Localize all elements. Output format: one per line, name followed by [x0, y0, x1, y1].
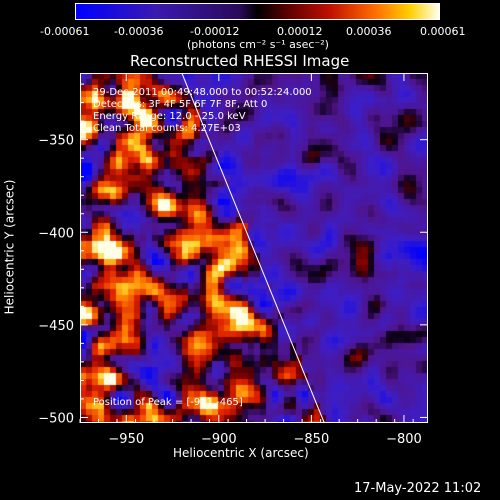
y-axis-label: Heliocentric Y (arcsec) — [2, 179, 17, 315]
annotation-peak: Position of Peak = [-921,-465] — [93, 397, 243, 408]
colorbar — [75, 3, 440, 20]
annotation-time: 29-Dec-2011 00:49:48.000 to 00:52:24.000 — [93, 87, 312, 98]
colorbar-tick: 0.00036 — [346, 25, 392, 38]
heatmap-canvas — [80, 73, 428, 423]
annotation-clean: Clean Total counts: 4.27E+03 — [93, 123, 241, 134]
footer-timestamp: 17-May-2022 11:02 — [354, 481, 482, 496]
plot-area: −950 −900 −850 −800 −350 −400 −450 −500 29-Dec-… — [38, 72, 428, 447]
plot-frame — [80, 73, 428, 423]
plot-axes: −950 −900 −850 −800 −350 −400 −450 −500 — [38, 72, 428, 447]
colorbar-tick: 0.00061 — [420, 25, 466, 38]
colorbar-tick: -0.00012 — [190, 25, 240, 38]
x-tick-label: −850 — [294, 432, 330, 447]
chart-title: Reconstructed RHESSI Image — [130, 52, 350, 70]
solar-limb-line — [181, 72, 325, 424]
colorbar-tick: 0.00012 — [277, 25, 323, 38]
y-tick-label: −500 — [38, 411, 74, 426]
x-tick-label: −950 — [108, 432, 144, 447]
x-axis-label: Heliocentric X (arcsec) — [173, 446, 309, 460]
annotation-energy: Energy Range: 12.0 - 25.0 keV — [93, 111, 246, 122]
colorbar-unit-label: (photons cm⁻² s⁻¹ asec⁻²) — [187, 38, 329, 51]
x-tick-label: −800 — [386, 432, 422, 447]
y-tick-label: −350 — [38, 134, 74, 149]
y-tick-label: −400 — [38, 226, 74, 241]
colorbar-tick: -0.00036 — [114, 25, 164, 38]
annotation-detectors: Detectors: 3F 4F 5F 6F 7F 8F, Att 0 — [93, 99, 268, 110]
colorbar-tick: -0.00061 — [40, 25, 90, 38]
y-tick-label: −450 — [38, 319, 74, 334]
x-tick-label: −900 — [201, 432, 237, 447]
